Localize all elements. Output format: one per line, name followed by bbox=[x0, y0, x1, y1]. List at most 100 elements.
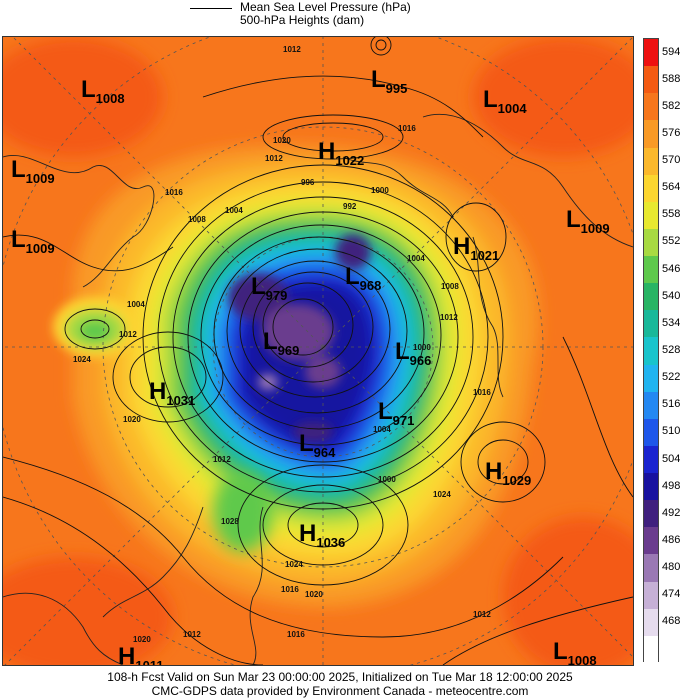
colorbar-cell bbox=[644, 364, 658, 393]
isobar-legend-line bbox=[190, 8, 232, 9]
isobar-label: 1020 bbox=[133, 635, 151, 644]
shade-nw bbox=[3, 37, 163, 157]
isobar-low-995-inner bbox=[375, 39, 387, 51]
center-letter: L bbox=[263, 328, 278, 355]
colorbar-label: 546 bbox=[662, 262, 680, 275]
isobar-1016-outer bbox=[3, 456, 564, 638]
meridian-8 bbox=[12, 37, 324, 348]
isobar-inner-2 bbox=[272, 298, 334, 356]
colorbar-cell bbox=[644, 554, 658, 583]
low-pressure-center: L1009 bbox=[11, 226, 55, 256]
center-value: 1029 bbox=[502, 473, 531, 488]
isobar-label: 1012 bbox=[473, 610, 491, 619]
isobar-label: 1024 bbox=[73, 355, 91, 364]
coast-nw bbox=[3, 154, 155, 288]
colorbar-cell bbox=[644, 391, 658, 420]
colorbar-label: 558 bbox=[662, 208, 680, 221]
isobar-label: 1012 bbox=[119, 330, 137, 339]
center-value: 1021 bbox=[470, 248, 499, 263]
center-letter: L bbox=[395, 338, 410, 365]
high-pressure-center: H1029 bbox=[485, 458, 531, 488]
isobar-label: 1012 bbox=[265, 154, 283, 163]
colorbar-label: 522 bbox=[662, 371, 680, 384]
center-letter: L bbox=[371, 66, 386, 93]
center-value: 968 bbox=[360, 278, 382, 293]
low-pressure-center: L968 bbox=[345, 263, 381, 293]
colorbar-cell bbox=[644, 120, 658, 149]
center-letter: H bbox=[485, 458, 502, 485]
center-value: 1008 bbox=[96, 91, 125, 106]
low-pressure-center: L969 bbox=[263, 328, 299, 358]
isobar-992 bbox=[200, 224, 442, 446]
colorbar-cell bbox=[644, 527, 658, 556]
colorbar-label: 564 bbox=[662, 181, 680, 194]
isobar-1012 bbox=[157, 181, 489, 493]
isobar-label: 1000 bbox=[413, 343, 431, 352]
low-pressure-center: L979 bbox=[251, 273, 287, 303]
chart-header: Mean Sea Level Pressure (hPa) 500-hPa He… bbox=[0, 0, 680, 36]
center-letter: L bbox=[378, 398, 393, 425]
shade-se bbox=[503, 517, 633, 665]
isobar-968b bbox=[252, 271, 374, 383]
colorbar-cell bbox=[644, 147, 658, 176]
colorbar-label: 576 bbox=[662, 126, 680, 139]
coast-sw bbox=[102, 506, 204, 618]
isobar-label: 996 bbox=[301, 178, 315, 187]
colorbar-label: 516 bbox=[662, 398, 680, 411]
isobar-label: 992 bbox=[343, 202, 357, 211]
header-line-1: Mean Sea Level Pressure (hPa) bbox=[240, 0, 411, 14]
isobar-label: 1008 bbox=[441, 282, 459, 291]
chart-footer: 108-h Fcst Valid on Sun Mar 23 00:00:00 … bbox=[0, 670, 680, 698]
core-969 bbox=[262, 304, 334, 360]
colorbar-label: 498 bbox=[662, 479, 680, 492]
isobar-label: 1000 bbox=[371, 186, 389, 195]
center-value: 1011 bbox=[135, 658, 163, 665]
coast-bottom-left bbox=[3, 592, 124, 665]
center-letter: L bbox=[566, 206, 581, 233]
isobar-976 bbox=[226, 248, 408, 414]
colorbar-label: 570 bbox=[662, 154, 680, 167]
isobar-label: 1004 bbox=[127, 300, 145, 309]
center-value: 1009 bbox=[26, 241, 55, 256]
isobar-high-1029-inner bbox=[477, 439, 529, 485]
footer-line-1: 108-h Fcst Valid on Sun Mar 23 00:00:00 … bbox=[107, 670, 573, 684]
center-value: 969 bbox=[278, 343, 300, 358]
isobar-1012-east bbox=[562, 336, 633, 498]
center-value: 1008 bbox=[568, 653, 597, 665]
height-field bbox=[3, 37, 633, 665]
isobar-cutoff-1 bbox=[64, 308, 126, 350]
low-pressure-center: L1004 bbox=[483, 86, 527, 116]
isobar-label: 1028 bbox=[221, 517, 239, 526]
center-letter: H bbox=[299, 520, 316, 547]
isobar-high-1029 bbox=[460, 421, 546, 503]
colorbar-label: 528 bbox=[662, 344, 680, 356]
isobar-label: 1016 bbox=[473, 388, 491, 397]
isobar-1008-west bbox=[3, 234, 174, 272]
cutoff-low-west bbox=[53, 297, 137, 357]
center-value: 971 bbox=[393, 413, 415, 428]
isobar-label: 1020 bbox=[305, 590, 323, 599]
colorbar-cell bbox=[644, 228, 658, 257]
core-968 bbox=[335, 234, 371, 270]
center-value: 1009 bbox=[581, 221, 610, 236]
trough-south bbox=[213, 472, 273, 552]
colorbar-label: 534 bbox=[662, 316, 680, 329]
center-letter: L bbox=[81, 76, 96, 103]
low-pressure-center: L1009 bbox=[11, 156, 55, 186]
colorbar-label: 552 bbox=[662, 235, 680, 248]
colorbar-label: 492 bbox=[662, 506, 680, 519]
high-pressure-center: H1031 bbox=[149, 378, 195, 408]
colorbar-label: 588 bbox=[662, 72, 680, 85]
isobar-label: 1004 bbox=[373, 425, 391, 434]
high-pressure-center: H1021 bbox=[453, 233, 499, 263]
center-value: 1022 bbox=[335, 153, 364, 168]
low-cores bbox=[228, 234, 371, 442]
colorbar-label: 486 bbox=[662, 533, 680, 546]
coast-ne bbox=[422, 113, 633, 248]
center-letter: L bbox=[11, 156, 26, 183]
center-letter: H bbox=[118, 643, 135, 665]
low-pressure-center: L971 bbox=[378, 398, 414, 428]
colorbar-cell bbox=[644, 608, 658, 637]
isobar-1012-outer-se bbox=[442, 596, 633, 665]
isobar-label: 1016 bbox=[281, 585, 299, 594]
